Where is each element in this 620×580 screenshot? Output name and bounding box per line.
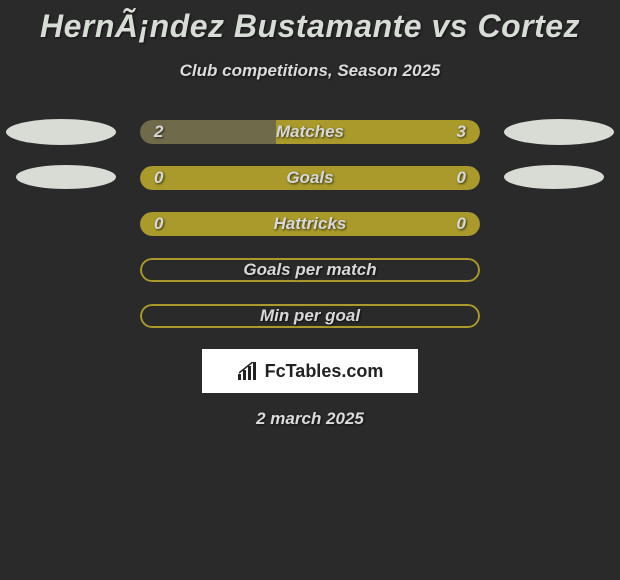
stat-rows: Matches 2 3 Goals 0 0 Hattricks 0 0 Goals per mat…: [0, 109, 620, 339]
stat-label: Goals per match: [243, 260, 376, 280]
stat-value-right: 3: [457, 122, 466, 142]
stat-label: Goals: [286, 168, 333, 188]
stat-row: Min per goal: [0, 293, 620, 339]
stat-row: Hattricks 0 0: [0, 201, 620, 247]
stat-bar: Min per goal: [140, 304, 480, 328]
stat-value-right: 0: [457, 168, 466, 188]
stat-value-left: 0: [154, 168, 163, 188]
stat-bar: Matches 2 3: [140, 120, 480, 144]
brand-badge: FcTables.com: [202, 349, 418, 393]
brand-text: FcTables.com: [265, 361, 384, 382]
stat-row: Matches 2 3: [0, 109, 620, 155]
stat-label: Min per goal: [260, 306, 360, 326]
stat-bar: Goals per match: [140, 258, 480, 282]
page-title: HernÃ¡ndez Bustamante vs Cortez: [0, 8, 620, 45]
comparison-card: HernÃ¡ndez Bustamante vs Cortez Club com…: [0, 0, 620, 429]
bar-chart-icon: [237, 362, 259, 380]
date-text: 2 march 2025: [0, 409, 620, 429]
stat-value-left: 2: [154, 122, 163, 142]
stat-label: Hattricks: [274, 214, 347, 234]
stat-row: Goals 0 0: [0, 155, 620, 201]
stat-value-right: 0: [457, 214, 466, 234]
stat-bar: Goals 0 0: [140, 166, 480, 190]
subtitle: Club competitions, Season 2025: [0, 61, 620, 81]
stat-value-left: 0: [154, 214, 163, 234]
stat-bar: Hattricks 0 0: [140, 212, 480, 236]
stat-label: Matches: [276, 122, 344, 142]
stats-area: Matches 2 3 Goals 0 0 Hattricks 0 0 Goals per mat…: [0, 109, 620, 339]
stat-row: Goals per match: [0, 247, 620, 293]
